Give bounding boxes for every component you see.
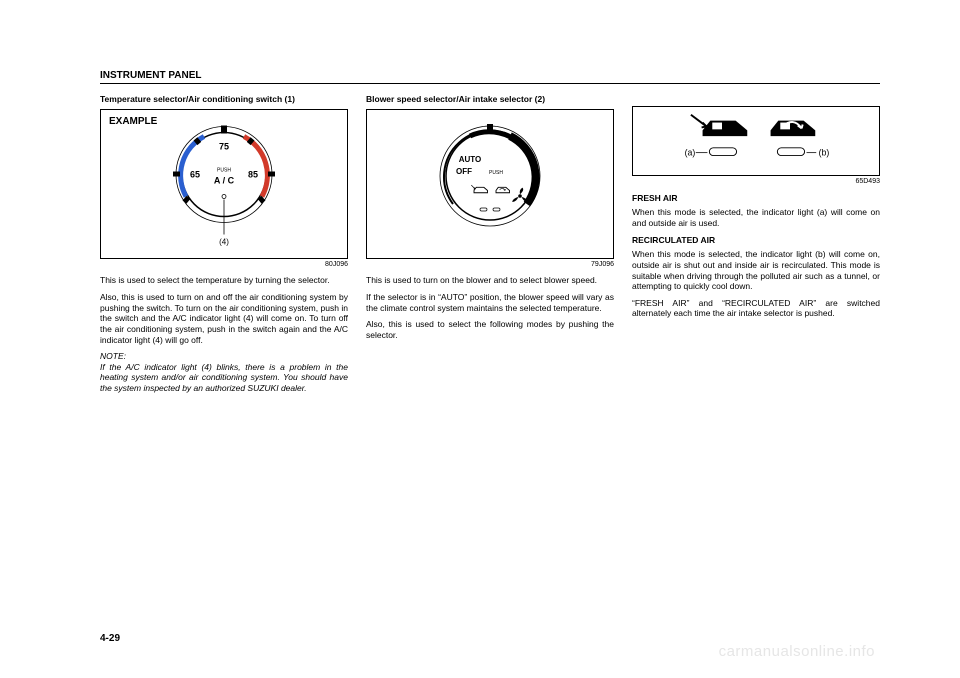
col3-p1: When this mode is selected, the indicato… xyxy=(632,207,880,228)
fig3-code: 65D493 xyxy=(632,178,880,187)
blower-push-label: PUSH xyxy=(489,170,503,176)
col1-subhead: Temperature selector/Air conditioning sw… xyxy=(100,94,348,105)
col3-p2: When this mode is selected, the indicato… xyxy=(632,249,880,292)
figure-temp-dial: EXAMPLE xyxy=(100,109,348,259)
blower-off-label: OFF xyxy=(456,167,472,176)
blower-auto-label: AUTO xyxy=(459,155,482,164)
page-number: 4-29 xyxy=(100,633,120,644)
fresh-air-icon xyxy=(471,185,487,193)
col1-p1: This is used to select the temperature b… xyxy=(100,275,348,286)
note-body: If the A/C indicator light (4) blinks, t… xyxy=(100,362,348,394)
note-label: NOTE: xyxy=(100,351,348,362)
label-b: (b) xyxy=(819,148,830,158)
fig2-code: 79J096 xyxy=(366,261,614,270)
watermark: carmanualsonline.info xyxy=(719,643,875,660)
col2-subhead: Blower speed selector/Air intake selecto… xyxy=(366,94,614,105)
figure-intake-modes: (a) (b) xyxy=(632,106,880,176)
manual-page: INSTRUMENT PANEL Temperature selector/Ai… xyxy=(0,0,960,678)
col2-p2: If the selector is in “AUTO” position, t… xyxy=(366,292,614,313)
dial-top-num: 75 xyxy=(219,141,229,151)
fan-icon xyxy=(512,187,528,201)
column-1: Temperature selector/Air conditioning sw… xyxy=(100,94,348,394)
fig1-code: 80J096 xyxy=(100,261,348,270)
spacer xyxy=(632,94,880,106)
example-label: EXAMPLE xyxy=(109,116,157,129)
section-header: INSTRUMENT PANEL xyxy=(100,70,880,84)
intake-modes-svg: (a) (b) xyxy=(633,107,879,175)
col2-p3: Also, this is used to select the followi… xyxy=(366,319,614,340)
col3-p3: “FRESH AIR” and “RECIRCULATED AIR” are s… xyxy=(632,298,880,319)
column-3: (a) (b) 65D493 FRESH AIR When this mode … xyxy=(632,94,880,394)
dial-pointer-label: (4) xyxy=(219,237,229,246)
figure-blower-dial: AUTO OFF PUSH xyxy=(366,109,614,259)
dial-left-num: 65 xyxy=(190,169,200,179)
recirc-air-icon xyxy=(496,187,510,192)
label-a: (a) xyxy=(685,148,696,158)
recirc-air-heading: RECIRCULATED AIR xyxy=(632,235,880,246)
blower-dial-svg: AUTO OFF PUSH xyxy=(420,114,560,254)
dial-push-label: PUSH xyxy=(217,167,231,173)
recirc-air-car-icon xyxy=(771,121,816,137)
column-2: Blower speed selector/Air intake selecto… xyxy=(366,94,614,394)
col1-p2: Also, this is used to turn on and off th… xyxy=(100,292,348,345)
col2-p1: This is used to turn on the blower and t… xyxy=(366,275,614,286)
dial-right-num: 85 xyxy=(248,169,258,179)
temp-dial-svg: 75 65 85 PUSH A / C (4) xyxy=(159,116,289,251)
dial-ac-label: A / C xyxy=(214,175,235,185)
fresh-air-heading: FRESH AIR xyxy=(632,193,880,204)
fresh-air-car-icon xyxy=(691,115,747,136)
content-columns: Temperature selector/Air conditioning sw… xyxy=(100,94,880,394)
